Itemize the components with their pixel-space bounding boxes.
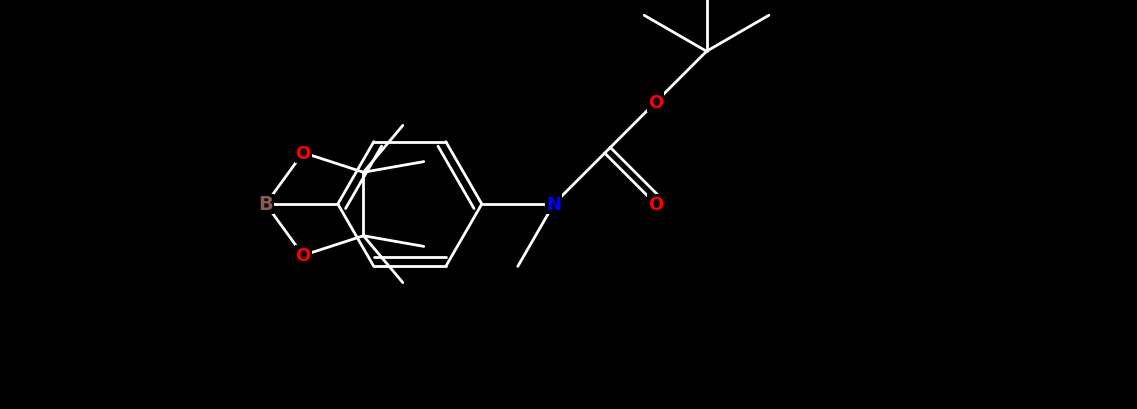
Text: N: N: [546, 196, 562, 213]
Text: O: O: [648, 196, 663, 213]
Text: O: O: [296, 247, 310, 265]
Text: B: B: [258, 195, 273, 214]
Text: O: O: [648, 94, 663, 112]
Text: O: O: [296, 144, 310, 162]
